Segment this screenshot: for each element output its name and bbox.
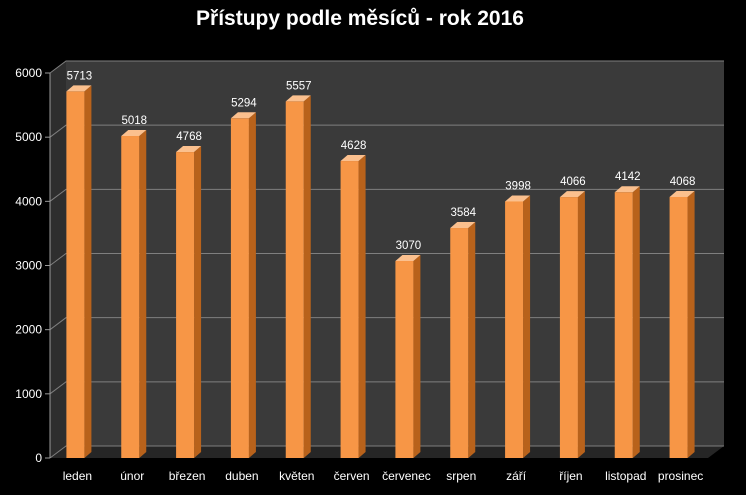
bar-side <box>632 186 640 458</box>
bar-side <box>358 155 366 458</box>
x-tick-label: prosinec <box>658 469 703 483</box>
bar-top <box>340 155 366 162</box>
y-tick-label: 4000 <box>15 194 42 208</box>
bar-side <box>577 191 585 458</box>
y-tick-label: 0 <box>35 451 42 465</box>
chart-title: Přístupy podle měsíců - rok 2016 <box>196 7 524 30</box>
bar <box>505 195 531 458</box>
x-tick-label: květen <box>279 469 314 483</box>
y-tick-label: 2000 <box>15 323 42 337</box>
bar-front <box>176 152 195 458</box>
y-tick-label: 6000 <box>15 66 42 80</box>
x-axis: leden únor březen duben květen červen červenec… <box>63 469 704 483</box>
bar-side <box>413 255 421 458</box>
bar <box>121 130 147 459</box>
x-tick-label: duben <box>225 469 258 483</box>
bar-front <box>66 91 85 458</box>
bar-side <box>194 146 202 458</box>
bar-front <box>614 192 633 458</box>
bar-top <box>395 255 421 262</box>
x-tick-label: říjen <box>559 469 582 483</box>
bar-front <box>505 201 524 458</box>
bar-side <box>523 195 531 458</box>
bar-side <box>139 130 147 459</box>
bar <box>340 155 366 458</box>
bar-top <box>450 222 476 229</box>
data-label: 4068 <box>670 176 696 188</box>
gridline <box>49 253 724 266</box>
bar-top <box>505 195 531 202</box>
x-tick-label: únor <box>120 469 144 483</box>
bar-top <box>614 186 640 193</box>
y-tick-label: 1000 <box>15 387 42 401</box>
bar-front <box>669 196 688 458</box>
data-label: 3584 <box>450 207 476 219</box>
bar-front <box>395 261 414 458</box>
data-label: 5294 <box>231 97 257 109</box>
bar-side <box>468 222 476 458</box>
bar-top <box>121 130 147 137</box>
gridline <box>49 60 724 74</box>
y-tick-label: 3000 <box>15 259 42 273</box>
bar <box>176 146 202 458</box>
bar-top <box>176 146 202 153</box>
gridline <box>49 445 724 459</box>
gridline <box>49 381 724 395</box>
bars <box>66 85 695 459</box>
x-tick-label: červen <box>334 469 370 483</box>
x-tick-label: březen <box>169 469 206 483</box>
x-tick-label: listopad <box>605 469 646 483</box>
y-axis: 0 1000 2000 3000 4000 5000 6000 <box>15 60 724 465</box>
bar-front <box>559 197 578 458</box>
data-label: 4628 <box>341 140 367 152</box>
x-tick-label: září <box>506 469 527 483</box>
bar-front <box>340 161 359 458</box>
x-tick-label: červenec <box>382 469 431 483</box>
bar-side <box>687 190 695 458</box>
data-label: 4142 <box>615 171 641 183</box>
bar <box>559 191 585 458</box>
bar-top <box>559 191 585 198</box>
data-label: 3998 <box>505 180 531 192</box>
data-label: 5713 <box>67 70 93 82</box>
data-label: 3070 <box>396 240 422 252</box>
gridline <box>49 188 724 202</box>
bar-front <box>230 118 249 458</box>
floor <box>50 446 724 458</box>
bar <box>66 85 92 458</box>
data-label: 4066 <box>560 176 586 188</box>
bar-top <box>66 85 92 92</box>
bar-top <box>285 95 311 102</box>
gridline <box>49 124 724 138</box>
bar-front <box>450 228 469 458</box>
y-tick-label: 5000 <box>15 130 42 144</box>
bar-top <box>669 190 695 197</box>
bar <box>450 222 476 458</box>
bar <box>395 255 421 458</box>
gridline <box>49 317 724 331</box>
bar-front <box>285 101 304 458</box>
x-tick-label: leden <box>63 469 92 483</box>
data-label: 5018 <box>121 115 147 127</box>
bar-side <box>248 112 256 458</box>
data-label: 4768 <box>176 131 202 143</box>
bar <box>285 95 311 458</box>
data-labels: 5713 5018 4768 5294 5557 4628 3070 3584 3998 4066… <box>67 70 696 252</box>
x-tick-label: srpen <box>446 469 476 483</box>
data-label: 5557 <box>286 80 312 92</box>
bar <box>614 186 640 458</box>
bar-front <box>121 136 140 459</box>
bar <box>669 190 695 458</box>
bar <box>230 112 256 458</box>
bar-side <box>303 95 311 458</box>
bar-top <box>230 112 256 119</box>
bar-side <box>84 85 92 458</box>
